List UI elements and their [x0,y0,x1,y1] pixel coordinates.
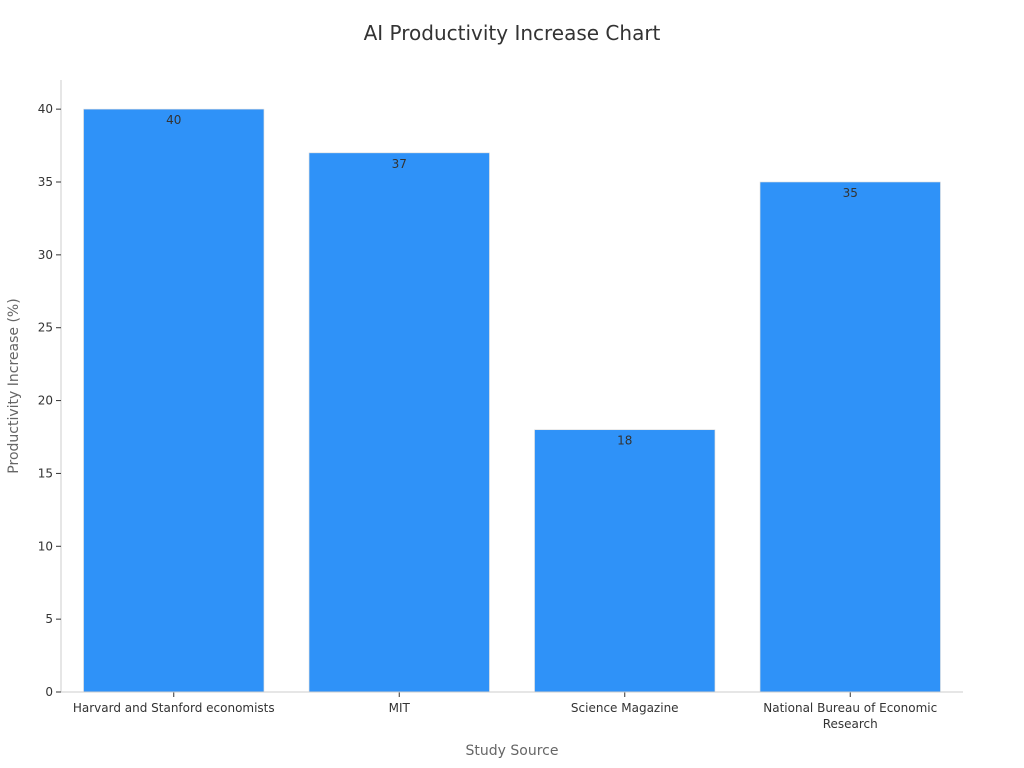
y-tick-label: 20 [38,394,53,408]
y-axis: 0 5 10 15 20 25 30 35 40 [38,80,62,699]
y-tick-label: 0 [45,685,53,699]
y-tick-label: 10 [38,539,53,553]
y-axis-title: Productivity Increase (%) [6,298,22,473]
data-label: 35 [843,186,858,200]
bar [534,429,716,693]
chart-title: AI Productivity Increase Chart [364,21,661,45]
bar [759,181,941,693]
x-tick-label: National Bureau of Economic [763,701,937,715]
x-axis: Harvard and Stanford economists MIT Scienc… [61,691,963,731]
y-tick-label: 15 [38,466,53,480]
y-tick-label: 5 [45,612,53,626]
bar [308,152,490,693]
data-label: 40 [166,113,181,127]
y-tick-label: 25 [38,321,53,335]
x-axis-title: Study Source [466,743,559,759]
x-tick-label: Science Magazine [571,701,679,715]
y-tick-label: 40 [38,102,53,116]
x-tick-label: Harvard and Stanford economists [73,701,275,715]
bars-group: 40 37 18 35 [83,108,941,693]
x-tick-label: Research [823,717,878,731]
x-tick-label: MIT [389,701,411,715]
data-label: 37 [392,157,407,171]
bar [83,108,265,693]
data-label: 18 [617,434,632,448]
y-tick-label: 35 [38,175,53,189]
y-tick-label: 30 [38,248,53,262]
